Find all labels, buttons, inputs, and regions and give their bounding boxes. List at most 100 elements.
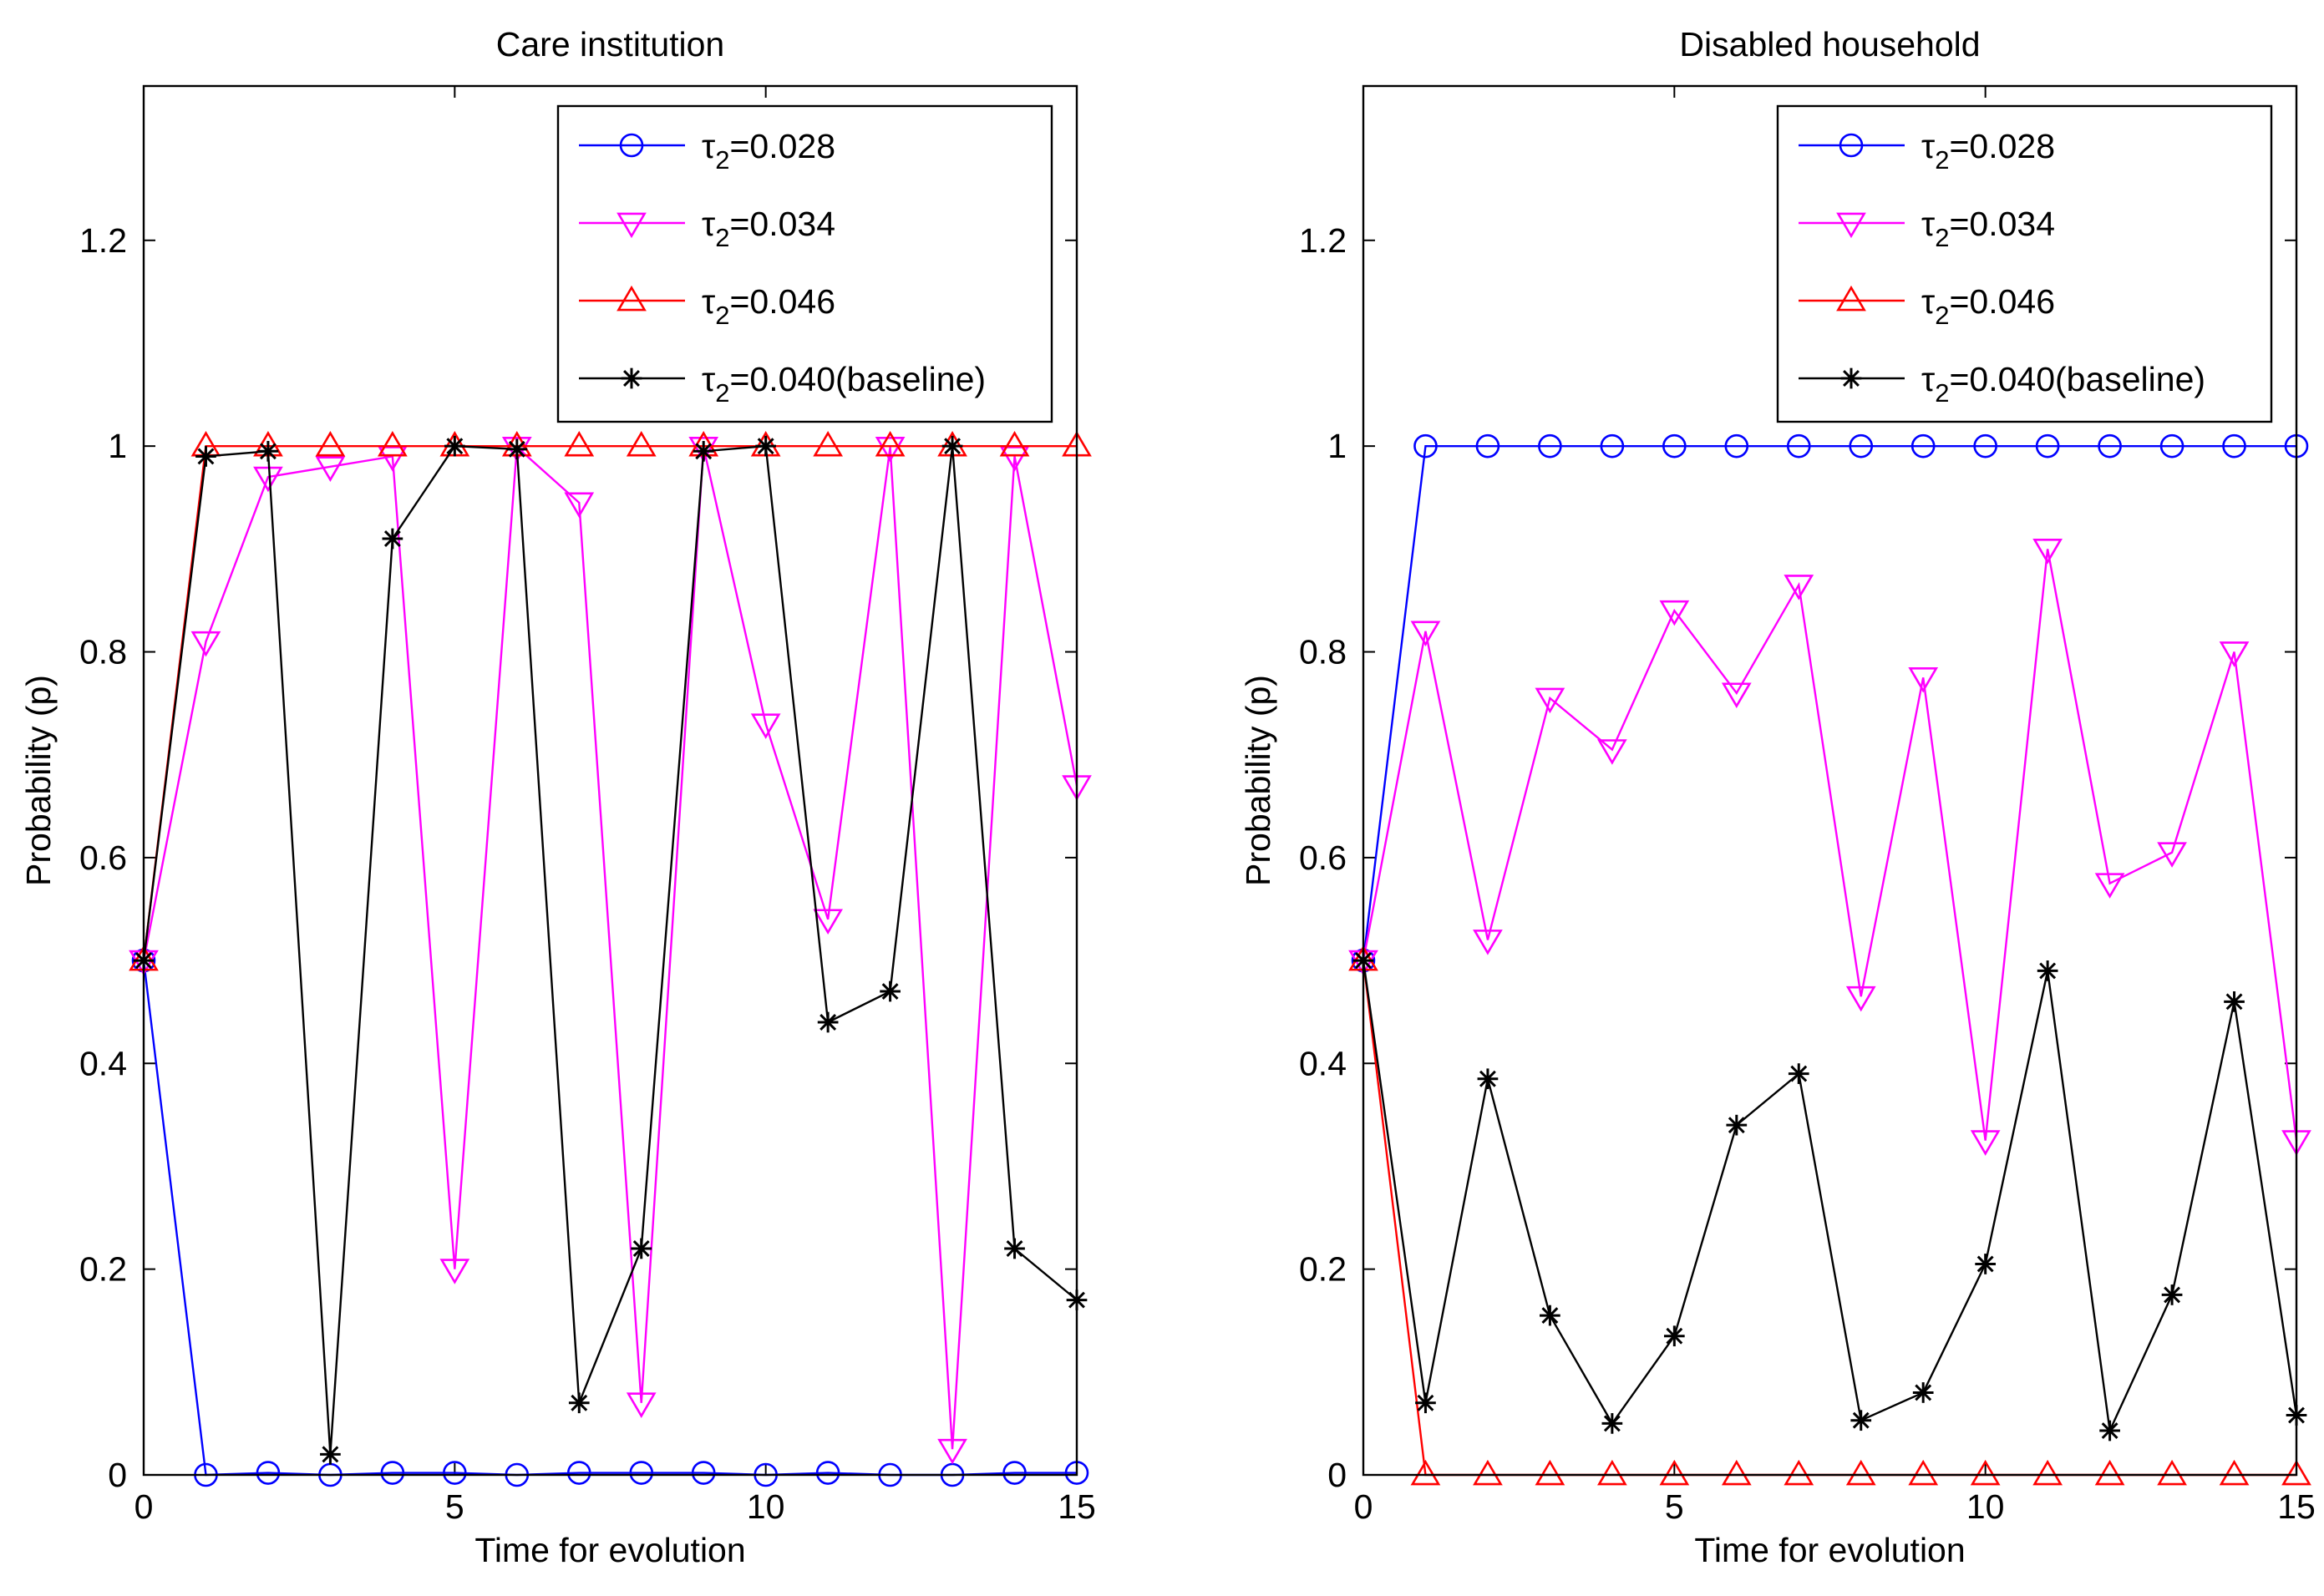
data-point — [999, 430, 1030, 457]
data-point — [2032, 538, 2063, 565]
data-point-stroke — [383, 530, 401, 547]
data-point — [1659, 1459, 1690, 1486]
series-line — [1362, 549, 2298, 1141]
data-point — [1662, 433, 1687, 459]
y-tick-label: 0 — [1327, 1456, 1347, 1494]
data-point — [1535, 687, 1565, 714]
legend-marker — [1836, 285, 1866, 312]
y-tick-label: 0.8 — [1299, 633, 1347, 671]
series-1 — [1351, 433, 2309, 973]
data-point — [568, 1392, 590, 1414]
data-point — [256, 1461, 281, 1485]
series-4 — [1352, 950, 2307, 1441]
x-tick-label: 5 — [1665, 1487, 1684, 1526]
data-point — [1970, 1459, 2001, 1486]
y-tick-label: 0.4 — [1299, 1044, 1347, 1082]
chart-title: Care institution — [496, 25, 724, 63]
y-tick-label: 0.8 — [79, 633, 127, 671]
legend-symbol: τ — [702, 127, 715, 165]
data-point — [506, 438, 528, 460]
data-point — [2098, 433, 2122, 459]
data-point — [1475, 433, 1500, 459]
legend-marker — [1836, 212, 1866, 239]
legend-subscript: 2 — [715, 145, 729, 175]
data-point-stroke — [695, 443, 713, 460]
axes-frame — [1362, 84, 2298, 1477]
data-point — [631, 1238, 652, 1259]
data-point — [1726, 1114, 1748, 1136]
data-point — [1002, 1461, 1027, 1485]
data-point — [813, 909, 844, 935]
data-point — [815, 1461, 840, 1485]
x-tick-label: 10 — [1966, 1487, 2005, 1526]
legend-subscript: 2 — [715, 378, 729, 408]
data-point — [2157, 1459, 2187, 1486]
data-point-stroke — [757, 438, 774, 455]
data-point — [1473, 930, 1503, 955]
data-point — [1415, 1392, 1436, 1414]
y-tick-label: 0.4 — [79, 1044, 127, 1082]
x-tick-label: 10 — [747, 1487, 785, 1526]
legend-marker — [617, 212, 647, 239]
chart-title: Disabled household — [1679, 25, 1980, 63]
data-point-stroke — [571, 1394, 588, 1411]
data-point — [564, 492, 595, 519]
legend-value: =0.028 — [1949, 127, 2055, 165]
data-point-stroke — [322, 1446, 339, 1463]
series-3 — [1348, 945, 2311, 1486]
data-point — [439, 1259, 470, 1284]
data-point — [937, 1438, 967, 1465]
legend-label: τ2=0.028 — [1921, 127, 2055, 175]
data-point — [693, 440, 714, 462]
data-point — [2224, 991, 2245, 1012]
data-point — [755, 435, 777, 457]
x-tick-label: 15 — [2277, 1487, 2316, 1526]
series-2 — [1348, 538, 2311, 1156]
legend-value: =0.046 — [729, 282, 835, 321]
x-axis-label: Time for evolution — [474, 1531, 745, 1569]
legend-label: τ2=0.046 — [1921, 282, 2055, 330]
data-point — [2159, 433, 2184, 459]
data-point-stroke — [446, 438, 464, 455]
y-tick-label: 0.6 — [1299, 839, 1347, 877]
data-point — [1540, 1305, 1560, 1326]
legend-marker-stroke — [623, 370, 640, 387]
x-tick-label: 15 — [1058, 1487, 1096, 1526]
data-point-stroke — [881, 983, 899, 1000]
data-point — [1845, 985, 1876, 1012]
data-point — [1908, 666, 1939, 693]
data-point — [1850, 1410, 1872, 1431]
data-point — [253, 466, 283, 493]
legend-item: τ2=0.040(baseline) — [579, 360, 986, 408]
legend-value: =0.046 — [1949, 282, 2055, 321]
data-point — [691, 1461, 716, 1485]
data-point — [1721, 682, 1752, 708]
data-point-stroke — [1541, 1307, 1559, 1325]
x-axis-label: Time for evolution — [1694, 1531, 1965, 1569]
data-point — [1845, 1459, 1876, 1486]
legend-marker — [621, 367, 642, 389]
data-point-stroke — [259, 443, 277, 460]
legend-item: τ2=0.028 — [579, 127, 835, 175]
legend-marker — [617, 285, 647, 312]
data-point — [1721, 1459, 1752, 1486]
legend-item: τ2=0.034 — [1799, 205, 2055, 252]
data-point — [1535, 1459, 1565, 1486]
data-point-stroke — [508, 440, 525, 458]
data-point — [750, 713, 781, 739]
data-point — [626, 1392, 657, 1418]
legend-symbol: τ — [1921, 282, 1935, 321]
legend-value: =0.040(baseline) — [729, 360, 986, 398]
legend-marker-stroke — [1843, 370, 1860, 387]
legend-item: τ2=0.028 — [1799, 127, 2055, 175]
data-point — [1908, 1459, 1939, 1486]
data-point — [813, 430, 844, 457]
data-point — [566, 1461, 591, 1485]
data-point — [2099, 1420, 2120, 1441]
data-point — [1477, 1068, 1499, 1090]
y-tick-label: 1 — [1327, 427, 1347, 465]
legend-box — [556, 104, 1053, 423]
data-point — [2035, 433, 2060, 459]
data-point — [2094, 873, 2125, 899]
